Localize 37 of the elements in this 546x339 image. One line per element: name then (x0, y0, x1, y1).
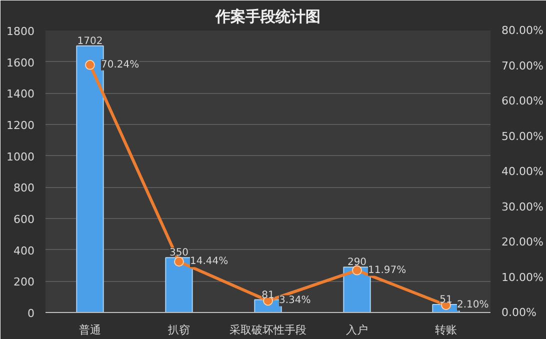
y-tick-label: 400 (14, 244, 35, 258)
point (85, 60, 95, 70)
chart-title: 作案手段统计图 (214, 8, 320, 26)
y2-tick-label: 60.00% (502, 94, 544, 108)
x-tick-label: 扒窃 (167, 324, 190, 336)
y-tick-label: 1200 (6, 119, 35, 132)
y-tick-label: 800 (14, 182, 35, 195)
data-label: 14.44% (190, 256, 228, 268)
y-tick-label: 1000 (6, 150, 35, 164)
y2-tick-label: 30.00% (502, 200, 544, 214)
data-label: 290 (347, 257, 367, 268)
data-label: 70.24% (101, 59, 140, 70)
data-label: 2.10% (457, 300, 489, 311)
bar (165, 257, 193, 312)
data-label: 3.34% (279, 295, 311, 306)
x-tick-label: 普通 (79, 324, 101, 336)
y-tick-label: 1800 (6, 25, 35, 38)
point (352, 265, 362, 276)
x-tick-label: 入户 (346, 324, 368, 336)
y-tick-label: 1400 (6, 88, 35, 101)
y2-tick-label: 70.00% (502, 59, 544, 72)
x-tick-label: 采取破坏性手段 (230, 324, 306, 336)
y-tick-label: 1600 (6, 56, 35, 70)
y2-tick-label: 0.00% (502, 306, 536, 319)
x-tick-label: 转账 (435, 324, 457, 336)
point (174, 256, 184, 267)
data-label: 11.97% (368, 264, 406, 276)
y2-tick-label: 50.00% (502, 130, 544, 143)
y-tick-label: 200 (14, 276, 35, 289)
y2-tick-label: 20.00% (502, 236, 544, 248)
y-tick-label: 0 (28, 307, 34, 320)
y-tick-label: 600 (14, 213, 35, 226)
data-label: 1702 (77, 36, 103, 47)
y2-tick-label: 80.00% (502, 24, 544, 37)
y2-tick-label: 10.00% (502, 270, 544, 284)
data-label: 350 (169, 248, 189, 259)
y2-tick-label: 40.00% (502, 165, 544, 178)
